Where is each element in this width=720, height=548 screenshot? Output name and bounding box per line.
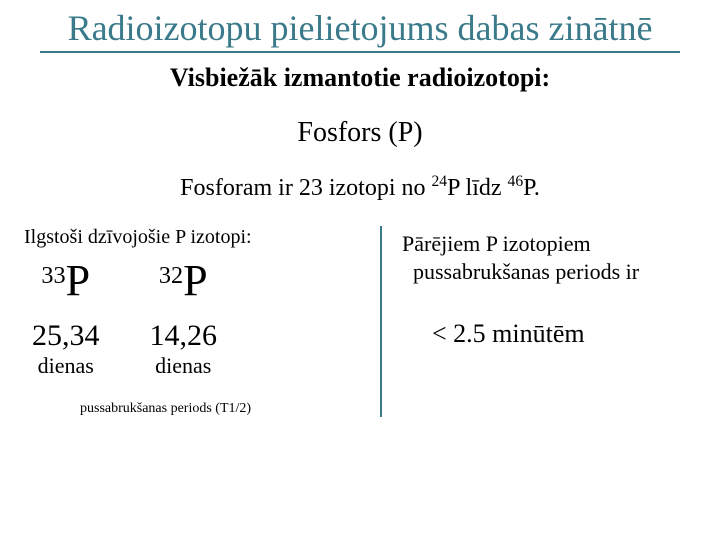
right-column: Pārējiem P izotopiem pussabrukšanas peri… <box>380 226 700 417</box>
left-column: Ilgstoši dzīvojošie P izotopi: 33P 25,34… <box>20 226 380 417</box>
right-line1: Pārējiem P izotopiem <box>402 231 591 256</box>
element-name: Fosfors (P) <box>0 117 720 149</box>
range-iso1-sup: 24 <box>431 173 447 190</box>
range-iso2-sup: 46 <box>508 173 524 190</box>
content-row: Ilgstoši dzīvojošie P izotopi: 33P 25,34… <box>0 226 720 417</box>
long-lived-label: Ilgstoši dzīvojošie P izotopi: <box>24 226 370 249</box>
range-iso2: P. <box>523 175 540 201</box>
isotope-range: Fosforam ir 23 izotopi no 24P līdz 46P. <box>0 173 720 202</box>
isotope-0-unit: dienas <box>32 353 100 379</box>
range-prefix: Fosforam ir 23 izotopi no <box>180 175 431 201</box>
range-iso1: P <box>447 175 459 201</box>
isotope-0-sym: P <box>66 256 90 305</box>
isotope-0-value: 25,34 <box>32 321 100 351</box>
slide-subtitle: Visbiežāk izmantotie radioizotopi: <box>0 63 720 93</box>
isotope-col-1: 32P 14,26 dienas <box>150 259 218 379</box>
right-line2: pussabrukšanas periods ir <box>413 259 639 284</box>
halflife-footnote: pussabrukšanas periods (T1/2) <box>80 401 370 417</box>
isotope-0-sup: 33 <box>41 262 65 289</box>
isotope-columns: 33P 25,34 dienas 32P 14,26 dienas <box>32 259 370 379</box>
isotope-1-sym: P <box>183 256 207 305</box>
range-mid: līdz <box>460 175 508 201</box>
slide-title: Radioizotopu pielietojums dabas zinātnē <box>40 8 680 53</box>
isotope-1-name: 32P <box>150 259 218 303</box>
isotope-0-name: 33P <box>32 259 100 303</box>
right-value: < 2.5 minūtēm <box>432 319 700 349</box>
isotope-1-unit: dienas <box>150 353 218 379</box>
right-text: Pārējiem P izotopiem pussabrukšanas peri… <box>402 230 700 285</box>
isotope-col-0: 33P 25,34 dienas <box>32 259 100 379</box>
isotope-1-value: 14,26 <box>150 321 218 351</box>
isotope-1-sup: 32 <box>159 262 183 289</box>
